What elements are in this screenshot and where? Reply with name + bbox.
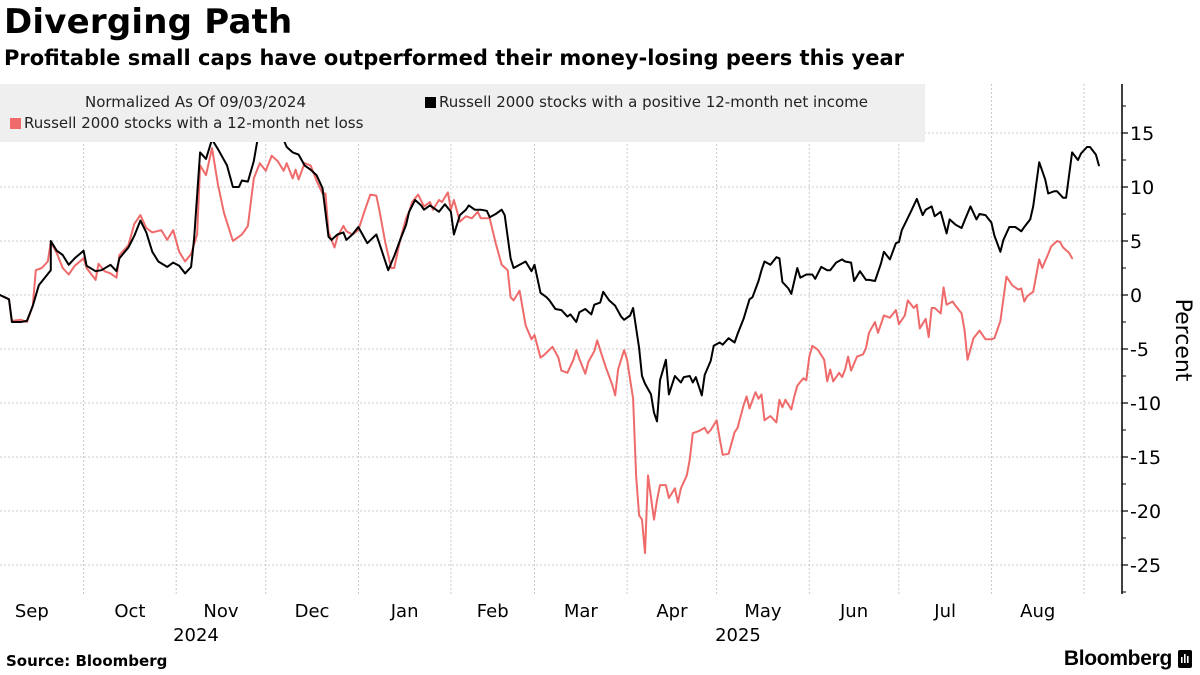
y-tick-label: 15: [1130, 123, 1154, 145]
x-year-label: 2025: [715, 625, 761, 646]
x-tick-label: Nov: [203, 601, 238, 622]
brand-wordmark: Bloomberg: [1063, 647, 1172, 670]
x-tick-label: May: [744, 601, 782, 622]
legend: Normalized As Of 09/03/2024 Russell 2000…: [0, 84, 925, 142]
y-tick-label: -20: [1130, 501, 1161, 523]
legend-swatch-black: [425, 96, 436, 108]
bloomberg-chart-badge-icon: [1178, 650, 1192, 668]
y-tick-label: -25: [1130, 555, 1161, 577]
y-tick-label: -15: [1130, 447, 1161, 469]
chart-title: Diverging Path: [4, 2, 293, 42]
legend-label-net-loss: Russell 2000 stocks with a 12-month net …: [24, 114, 364, 132]
bloomberg-logo: Bloomberg: [1064, 647, 1192, 671]
legend-label-positive-income: Russell 2000 stocks with a positive 12-m…: [439, 93, 868, 111]
series-line-net-loss: [0, 147, 1074, 555]
source-note: Source: Bloomberg: [6, 652, 168, 670]
y-axis-label: Percent: [1170, 299, 1195, 382]
x-tick-label: Jul: [933, 601, 956, 622]
y-tick-label: 10: [1130, 177, 1154, 199]
legend-swatch-red: [10, 117, 21, 129]
x-year-label: 2024: [173, 625, 219, 646]
x-tick-label: Feb: [477, 601, 509, 622]
x-tick-label: Jun: [839, 601, 868, 622]
legend-item-net-loss: Russell 2000 stocks with a 12-month net …: [10, 114, 363, 132]
y-tick-label: -10: [1130, 393, 1161, 415]
x-tick-label: Jan: [390, 601, 419, 622]
y-tick-label: 0: [1130, 285, 1142, 307]
x-tick-label: Apr: [656, 601, 688, 622]
legend-item-positive-income: Russell 2000 stocks with a positive 12-m…: [425, 93, 868, 111]
y-tick-label: 5: [1130, 231, 1142, 253]
series-lines: [0, 125, 1100, 555]
normalization-note: Normalized As Of 09/03/2024: [85, 93, 306, 111]
chart-subtitle: Profitable small caps have outperformed …: [4, 46, 905, 70]
x-tick-label: Sep: [15, 601, 49, 622]
x-axis: Sep Oct Nov Dec Jan Feb Mar Apr May Jun Jul Aug 2024…: [15, 601, 1055, 646]
x-tick-label: Dec: [295, 601, 330, 622]
gridlines: [0, 84, 1122, 594]
x-tick-label: Mar: [564, 601, 599, 622]
x-tick-label: Oct: [114, 601, 145, 622]
x-tick-label: Aug: [1020, 601, 1055, 622]
y-axis: 15 10 5 0 -5 -10 -15 -20 -25 Percent: [1121, 84, 1195, 594]
y-tick-label: -5: [1130, 339, 1149, 361]
series-line-positive-income: [0, 125, 1100, 423]
